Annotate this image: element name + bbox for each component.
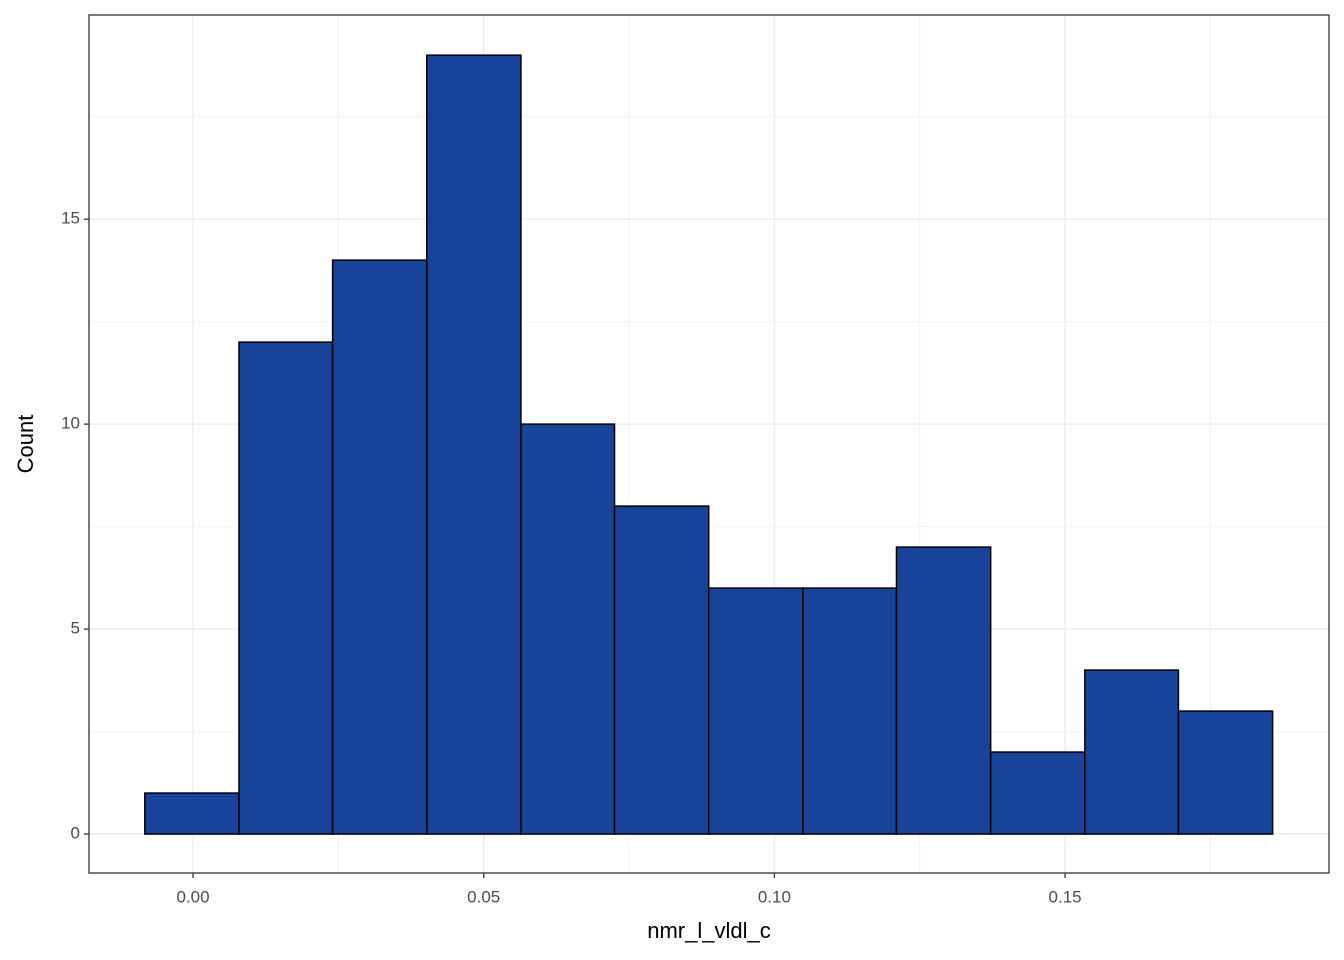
y-tick-label: 0 [71, 824, 80, 843]
y-axis-title: Count [13, 415, 38, 474]
bar [144, 792, 240, 835]
bar [613, 505, 710, 835]
x-tick-label: 0.15 [1049, 887, 1082, 906]
y-tick-label: 5 [71, 619, 80, 638]
bar [520, 423, 616, 835]
y-tick-label: 10 [61, 414, 80, 433]
y-tick-label: 15 [61, 209, 80, 228]
bar [426, 54, 522, 835]
x-tick-label: 0.10 [758, 887, 791, 906]
x-tick-label: 0.00 [177, 887, 210, 906]
bar [1084, 669, 1180, 835]
x-tick-label: 0.05 [467, 887, 500, 906]
bar [895, 546, 992, 835]
bar [989, 751, 1086, 835]
bar [331, 259, 428, 835]
panel-border [88, 14, 1330, 874]
bar [1177, 710, 1274, 835]
bar [238, 341, 334, 835]
bar [707, 587, 804, 835]
bar [802, 587, 898, 835]
x-axis-title: nmr_l_vldl_c [647, 918, 771, 943]
